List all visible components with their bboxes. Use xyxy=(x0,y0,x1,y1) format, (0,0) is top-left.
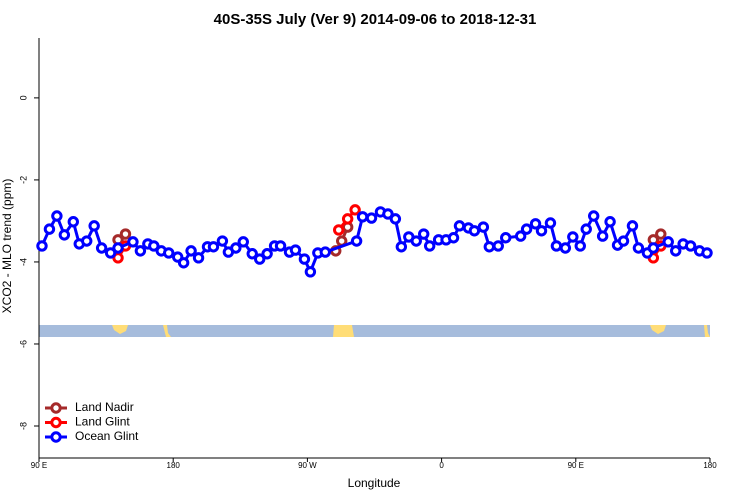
point xyxy=(477,221,490,233)
point xyxy=(177,257,190,269)
point xyxy=(216,235,229,247)
point xyxy=(104,247,117,259)
point xyxy=(447,232,460,244)
point xyxy=(333,224,345,236)
point xyxy=(58,229,71,241)
point xyxy=(192,252,205,264)
y-axis-label: XCO2 - MLO trend (ppm) xyxy=(0,179,14,314)
point xyxy=(356,211,369,223)
point xyxy=(350,235,363,247)
x-tick-label: 180 xyxy=(167,461,181,470)
ocean-strip xyxy=(39,325,710,337)
point xyxy=(95,242,108,254)
x-tick-label: 180 xyxy=(703,461,717,470)
point xyxy=(580,223,592,235)
point xyxy=(298,253,311,265)
point xyxy=(81,235,93,247)
point xyxy=(655,228,667,240)
point xyxy=(567,231,579,243)
point xyxy=(418,228,430,240)
point xyxy=(626,220,639,232)
legend-marker xyxy=(50,431,62,443)
point xyxy=(119,228,132,240)
x-tick-label: 90 E xyxy=(31,461,47,470)
point xyxy=(492,240,504,252)
y-tick-label: -2 xyxy=(18,176,28,184)
point xyxy=(134,245,147,257)
point xyxy=(185,245,197,257)
legend-marker xyxy=(50,416,62,429)
point xyxy=(559,242,572,254)
point xyxy=(596,230,609,242)
point xyxy=(230,242,242,254)
point xyxy=(341,213,354,225)
point xyxy=(319,246,331,258)
point xyxy=(617,235,630,247)
point xyxy=(453,220,466,232)
x-tick-label: 90 E xyxy=(568,461,584,470)
point xyxy=(261,248,273,260)
point xyxy=(550,240,563,252)
point xyxy=(468,225,481,237)
x-axis-label: Longitude xyxy=(348,476,401,490)
point xyxy=(88,220,100,232)
point xyxy=(395,241,408,253)
x-tick-label: 0 xyxy=(439,461,444,470)
y-tick-label: -4 xyxy=(18,258,28,266)
point xyxy=(604,216,616,228)
point xyxy=(365,212,378,224)
land xyxy=(112,325,128,334)
legend-marker xyxy=(50,402,62,414)
point xyxy=(500,232,512,244)
point xyxy=(253,253,266,265)
point xyxy=(632,242,645,254)
point xyxy=(304,266,317,278)
point xyxy=(574,240,586,252)
point xyxy=(289,244,302,256)
land xyxy=(650,325,666,334)
legend-label: Land Nadir xyxy=(75,400,134,414)
point xyxy=(647,242,660,254)
point xyxy=(587,210,600,222)
legend-label: Land Glint xyxy=(75,415,130,429)
point xyxy=(246,248,258,260)
point xyxy=(423,240,436,252)
point xyxy=(544,217,557,229)
point xyxy=(148,240,160,252)
point xyxy=(237,236,249,248)
y-tick-label: 0 xyxy=(18,95,28,100)
point xyxy=(520,223,533,235)
point xyxy=(207,241,220,253)
point xyxy=(274,240,287,252)
land xyxy=(163,325,171,337)
point xyxy=(529,218,542,230)
point xyxy=(684,240,697,252)
y-tick-label: -6 xyxy=(18,340,28,348)
point xyxy=(36,240,48,252)
point xyxy=(51,210,63,222)
point xyxy=(349,204,361,216)
land xyxy=(704,325,710,337)
point xyxy=(670,245,682,257)
point xyxy=(112,242,124,254)
point xyxy=(389,213,402,225)
point xyxy=(382,208,394,220)
legend-label: Ocean Glint xyxy=(75,429,139,443)
point xyxy=(410,235,422,247)
point xyxy=(535,225,548,237)
point xyxy=(514,230,527,242)
point xyxy=(43,223,56,235)
x-tick-label: 90 W xyxy=(298,461,317,470)
point xyxy=(483,241,496,253)
y-tick-label: -8 xyxy=(18,422,28,430)
point xyxy=(701,247,713,259)
chart-title: 40S-35S July (Ver 9) 2014-09-06 to 2018-… xyxy=(214,11,537,28)
point xyxy=(67,216,79,228)
point xyxy=(163,247,175,259)
point xyxy=(662,236,674,248)
land xyxy=(333,325,354,337)
point xyxy=(127,236,139,248)
map-strip xyxy=(39,325,710,337)
